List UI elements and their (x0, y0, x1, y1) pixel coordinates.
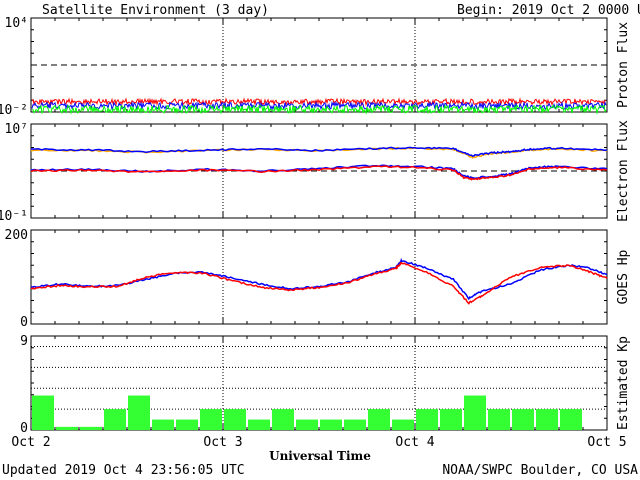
red-series-line (30, 165, 608, 181)
y-axis-title: Proton Flux (616, 22, 631, 108)
y-tick-label: 10⁴ (5, 16, 28, 31)
red-series-line (30, 261, 608, 305)
y-tick-label: 0 (20, 315, 28, 330)
kp-bar (56, 426, 78, 430)
x-tick-label: Oct 3 (203, 435, 242, 450)
y-tick-label: 9 (20, 334, 28, 349)
kp-bar (296, 419, 318, 430)
orange-series-line (30, 146, 608, 160)
kp-bar (344, 419, 366, 430)
kp-bar (80, 426, 102, 430)
blue-series-line (30, 146, 608, 157)
red-series-line (31, 97, 607, 107)
updated-timestamp: Updated 2019 Oct 4 23:56:05 UTC (2, 463, 245, 478)
proton-flux-panel: 10⁴ 10⁻² Proton Flux (0, 16, 631, 118)
kp-bar (320, 419, 342, 430)
panel-frame (30, 17, 608, 113)
y-axis-title: GOES Hp (616, 249, 631, 304)
blue-series-line (31, 100, 607, 111)
kp-bar (560, 409, 582, 430)
kp-bar (416, 409, 438, 430)
credit-text: NOAA/SWPC Boulder, CO USA (442, 463, 638, 478)
kp-bar (512, 409, 534, 430)
x-tick-label: Oct 4 (395, 435, 434, 450)
kp-bar (272, 409, 294, 430)
kp-bar (176, 419, 198, 430)
kp-bar (32, 395, 54, 430)
y-tick-label: 10⁻¹ (0, 209, 28, 224)
begin-time: Begin: 2019 Oct 2 0000 UTC (457, 3, 640, 18)
goes-hp-panel: 200 0 GOES Hp (5, 228, 631, 330)
blue-series-line (30, 257, 608, 301)
kp-bar (224, 409, 246, 430)
x-tick-label: Oct 5 (587, 435, 626, 450)
y-tick-label: 200 (5, 228, 28, 243)
kp-bar (488, 409, 510, 430)
y-tick-label: 0 (20, 421, 28, 436)
kp-bar (152, 419, 174, 430)
kp-bar (536, 409, 558, 430)
kp-bar (440, 409, 462, 430)
kp-bar (104, 409, 126, 430)
y-axis-title: Electron Flux (616, 120, 631, 222)
kp-bar (128, 395, 150, 430)
y-tick-label: 10⁷ (5, 122, 28, 137)
kp-bar (464, 395, 486, 430)
x-tick-label: Oct 2 (11, 435, 50, 450)
estimated-kp-panel: 9 0 Estimated Kp (20, 334, 631, 436)
kp-bar (248, 419, 270, 430)
panel-frame (30, 229, 608, 325)
y-axis-title: Estimated Kp (616, 336, 631, 430)
y-tick-label: 10⁻² (0, 103, 28, 118)
kp-bar (368, 409, 390, 430)
green-series-line (31, 103, 607, 115)
kp-bar (200, 409, 222, 430)
chart-title: Satellite Environment (3 day) (42, 3, 269, 18)
x-axis-title: Universal Time (269, 449, 371, 463)
kp-bar (392, 419, 414, 430)
electron-flux-panel: 10⁷ 10⁻¹ Electron Flux (0, 120, 631, 224)
